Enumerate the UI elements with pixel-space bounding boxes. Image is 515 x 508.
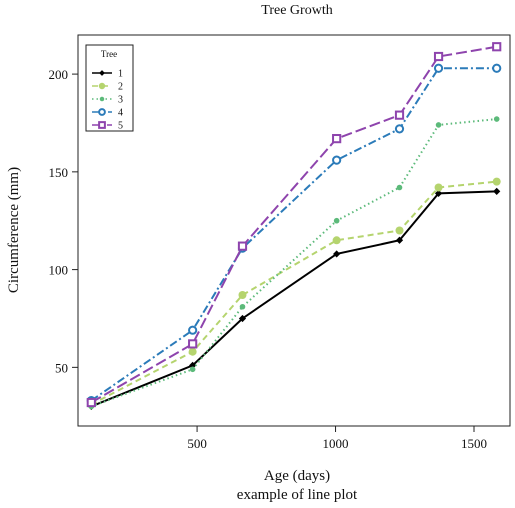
data-point [333,217,340,224]
data-point [238,291,247,300]
chart-title: Tree Growth [261,3,332,18]
data-point [188,339,198,349]
data-point [332,155,342,165]
legend-title: Tree [101,49,117,59]
data-point [395,226,404,235]
plot-frame [77,34,511,427]
legend: Tree 1 2 3 4 5 [85,44,134,132]
data-point [237,241,248,251]
x-tick-label: 1500 [461,436,487,451]
data-point [434,183,443,192]
data-point [395,236,404,244]
data-point [189,361,197,369]
series-layer [86,42,502,411]
legend-label: 2 [118,82,123,93]
y-axis-label: Circumference (mm) [6,167,22,293]
series-line [90,118,497,408]
legend-item: 2 [92,82,123,93]
data-point [492,42,502,52]
data-point [493,116,500,122]
y-axis: 50 100 150 200 [49,67,78,375]
data-point [86,397,96,408]
data-point [396,184,403,191]
legend-item: 3 [92,95,123,106]
legend-label: 3 [118,95,123,106]
data-point [492,63,502,73]
y-tick-label: 100 [49,263,69,278]
data-point [98,82,106,90]
x-axis-label: Age (days) [264,468,330,484]
data-point [188,325,198,335]
series-4 [86,63,502,406]
x-axis: 500 1000 1500 [187,426,487,451]
series-line [90,190,497,408]
data-point [434,189,443,197]
data-point [98,108,106,116]
data-point [98,121,106,129]
data-point [492,177,501,186]
data-point [188,347,197,356]
legend-box [85,44,134,132]
y-tick-label: 200 [49,67,69,82]
data-point [99,70,105,76]
data-point [435,122,442,128]
data-point [332,134,342,144]
x-tick-label: 500 [187,436,207,451]
data-point [433,51,444,62]
legend-label: 4 [118,108,123,119]
series-5 [86,42,502,408]
legend-items: 1 2 3 4 5 [92,69,123,132]
data-point [238,314,247,323]
legend-label: 5 [118,121,123,132]
legend-label: 1 [118,69,123,80]
chart-subtitle: example of line plot [237,487,358,503]
data-point [493,187,501,195]
series-2 [87,177,501,409]
series-line [90,45,497,404]
legend-item: 4 [92,108,123,119]
data-point [99,96,105,102]
y-tick-label: 150 [49,165,69,180]
data-point [333,250,341,258]
legend-item: 5 [92,121,123,132]
data-point [239,303,246,310]
series-3 [88,116,500,410]
data-point [394,110,405,120]
series-line [90,180,497,406]
data-point [433,63,444,73]
series-1 [87,187,501,411]
data-point [394,124,405,134]
y-tick-label: 50 [55,360,68,375]
x-tick-label: 1000 [323,436,349,451]
series-line [90,67,497,402]
data-point [332,236,341,245]
legend-item: 1 [92,69,123,80]
data-point [189,366,196,373]
